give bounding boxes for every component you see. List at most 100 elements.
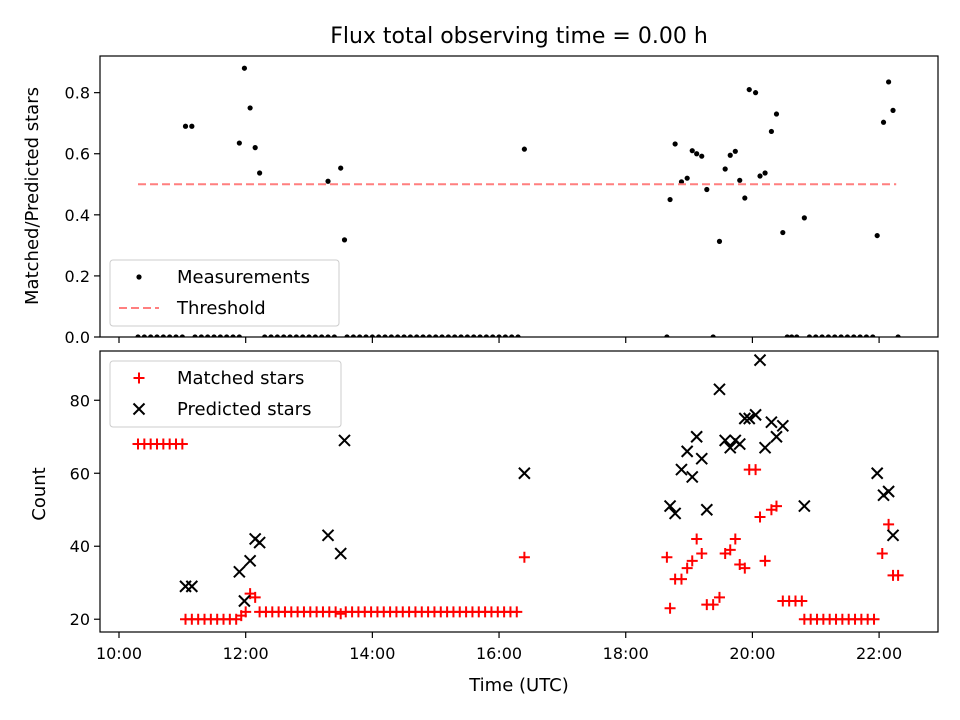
measurement-point — [813, 334, 819, 337]
measurement-point — [426, 334, 432, 337]
matched-star-point — [750, 464, 762, 476]
predicted-star-point — [686, 470, 699, 484]
measurement-point — [262, 334, 268, 337]
x-tick-label: 10:00 — [96, 644, 142, 663]
measurement-point — [182, 123, 189, 129]
measurement-point — [173, 334, 179, 337]
y-tick-label: 20 — [70, 610, 90, 629]
predicted-star-point — [882, 485, 895, 498]
matched-star-point — [691, 533, 703, 545]
matched-star-point — [892, 569, 904, 581]
measurement-point — [825, 334, 832, 337]
measurement-point — [773, 111, 780, 117]
predicted-star-point — [798, 499, 811, 513]
plot-frame — [99, 55, 939, 338]
matched-star-point — [754, 511, 766, 523]
legend-label: Measurements — [177, 267, 310, 288]
y-tick-label: 0.2 — [65, 267, 90, 286]
matched-star-point — [729, 533, 741, 545]
measurement-point — [414, 334, 420, 337]
predicted-star-point — [518, 467, 531, 480]
predicted-star-point — [765, 415, 778, 429]
y-tick-label: 40 — [70, 537, 90, 556]
measurement-point — [742, 195, 748, 201]
y-tick-label: 0.8 — [65, 84, 90, 103]
measurement-point — [515, 334, 521, 337]
measurement-point — [895, 334, 901, 337]
legend-label: Threshold — [176, 298, 266, 319]
measurement-point — [885, 79, 892, 85]
predicted-star-point — [749, 408, 762, 422]
predicted-star-point — [321, 529, 335, 542]
predicted-star-point — [338, 434, 351, 447]
matched-star-point — [707, 599, 719, 611]
measurement-point — [678, 179, 685, 185]
matched-star-point — [240, 606, 252, 618]
matched-star-point — [686, 555, 698, 567]
measurement-point — [154, 334, 160, 337]
matched-star-point — [335, 608, 347, 620]
predicted-star-point — [718, 434, 732, 447]
measurement-point — [160, 334, 166, 337]
measurement-point — [722, 166, 728, 172]
measurement-point — [433, 334, 439, 337]
measurement-point — [382, 334, 388, 337]
measurement-point — [224, 334, 230, 337]
measurement-point — [502, 334, 508, 337]
measurement-point — [762, 170, 768, 176]
measurement-point — [672, 141, 678, 147]
measurement-point — [439, 334, 445, 337]
measurement-point — [341, 237, 348, 243]
measurement-point — [464, 334, 470, 337]
matched-star-point — [796, 595, 808, 607]
y-tick-label: 0.4 — [65, 206, 90, 225]
plot-area — [132, 353, 904, 625]
measurement-point — [167, 334, 173, 337]
predicted-star-point — [243, 554, 257, 568]
measurement-point — [801, 215, 807, 221]
predicted-star-point — [743, 412, 756, 425]
measurement-point — [794, 334, 800, 337]
measurement-point — [757, 173, 763, 179]
predicted-star-point — [733, 437, 746, 451]
measurement-point — [257, 170, 263, 176]
predicted-star-point — [870, 467, 884, 480]
y-tick-label: 0.0 — [65, 328, 90, 347]
matched-star-point — [770, 500, 782, 512]
measurement-point — [141, 334, 147, 337]
measurement-point — [236, 334, 242, 337]
measurement-point — [344, 334, 350, 337]
matched-star-point — [724, 544, 736, 556]
measurement-point — [890, 107, 896, 113]
measurement-point — [319, 334, 325, 337]
matched-star-point — [883, 518, 895, 530]
measurement-point — [445, 334, 451, 337]
measurement-point — [300, 334, 306, 337]
measurement-point — [217, 334, 223, 337]
x-tick-label: 18:00 — [603, 644, 649, 663]
predicted-star-point — [886, 529, 900, 542]
measurement-point — [395, 334, 401, 337]
measurement-point — [331, 334, 337, 337]
predicted-star-point — [758, 441, 772, 454]
predicted-star-point — [753, 353, 767, 367]
measurement-point — [737, 177, 743, 183]
x-tick-label: 14:00 — [349, 644, 395, 663]
matched-star-point — [249, 591, 261, 603]
measurement-point — [483, 334, 489, 337]
measurement-point — [230, 334, 236, 337]
measurement-point — [357, 334, 363, 337]
legend-marker — [136, 274, 142, 280]
plot-frame — [99, 350, 939, 633]
predicted-star-point — [713, 383, 726, 396]
measurement-point — [699, 153, 705, 159]
legend-label: Predicted stars — [177, 399, 311, 420]
predicted-star-point — [680, 445, 694, 458]
predicted-star-point — [675, 463, 688, 476]
measurement-point — [521, 146, 527, 152]
measurement-point — [746, 86, 752, 93]
matched-star-point — [675, 573, 687, 585]
measurement-point — [268, 334, 274, 337]
matched-star-point — [696, 548, 708, 560]
